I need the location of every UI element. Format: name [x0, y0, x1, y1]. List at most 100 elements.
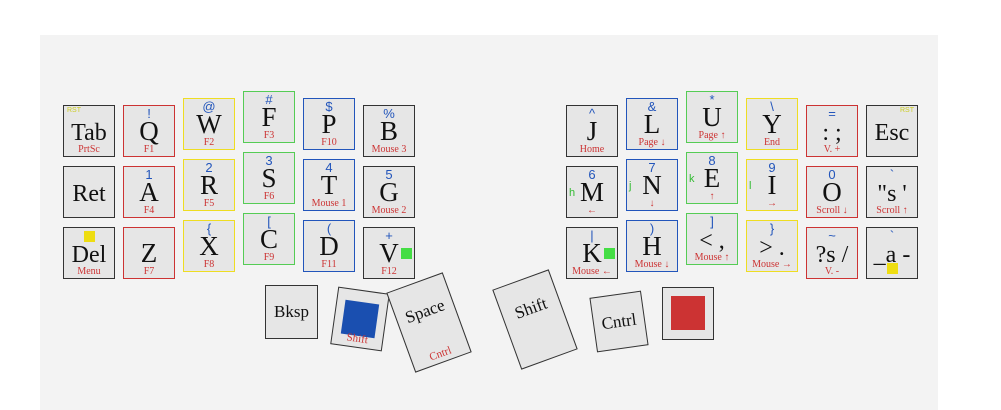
key-label: < ,: [699, 228, 725, 254]
key-layer-label: Home: [579, 144, 605, 155]
key-label: N: [642, 170, 662, 200]
key-label: Y: [762, 109, 782, 139]
key-n[interactable]: 7 N ↓ j: [626, 159, 678, 211]
key-e[interactable]: 8 E ↑ k: [686, 152, 738, 204]
key-label: : ;: [822, 120, 842, 146]
key-z[interactable]: Z F7: [123, 227, 175, 279]
layer-indicator-square: [84, 231, 95, 242]
key-shift-symbol: `: [889, 228, 895, 243]
thumb-key-label: Bksp: [274, 302, 309, 321]
key-del[interactable]: Del Menu: [63, 227, 115, 279]
key-j[interactable]: ^ J Home: [566, 105, 618, 157]
key-shift-symbol: 9: [768, 160, 776, 175]
key-o[interactable]: 0 O Scroll ↓: [806, 166, 858, 218]
key-l[interactable]: & L Page ↓: [626, 98, 678, 150]
key-tab[interactable]: Tab PrtSc RST: [63, 105, 115, 157]
key-label: X: [199, 231, 219, 261]
key-layer-label: F10: [321, 137, 337, 148]
key-y[interactable]: \ Y End: [746, 98, 798, 150]
key-a[interactable]: 1 A F4: [123, 166, 175, 218]
key-v[interactable]: + V F12: [363, 227, 415, 279]
key-layer-label: F4: [143, 205, 155, 216]
key-layer-label: →: [767, 198, 777, 209]
key-g[interactable]: 5 G Mouse 2: [363, 166, 415, 218]
key-shift-symbol: 5: [385, 167, 393, 182]
key-label: G: [379, 177, 399, 207]
key-layer-label: Mouse 3: [371, 144, 407, 155]
key-layer-label: F8: [203, 259, 215, 270]
key-shift-symbol: +: [385, 228, 393, 243]
key-layer-label: Mouse ←: [572, 266, 612, 277]
key-shift-symbol: 4: [325, 160, 333, 175]
key-label: R: [199, 170, 218, 200]
key-label: M: [579, 177, 604, 207]
key-layer-label: Mouse 2: [371, 205, 407, 216]
key-d[interactable]: (D F11: [303, 220, 355, 272]
key-shift-symbol: ]: [710, 214, 714, 229]
key-shift-symbol: [: [267, 214, 271, 229]
key-vim-label: l: [749, 180, 752, 192]
key-layer-label: End: [763, 137, 781, 148]
key-shift-symbol: &: [647, 99, 657, 114]
key-b[interactable]: % B Mouse 3: [363, 105, 415, 157]
key-w[interactable]: @ W F2: [183, 98, 235, 150]
key-label: P: [321, 109, 337, 139]
key-shift-symbol: 8: [708, 153, 716, 168]
key-slash[interactable]: ~ ?s / V. -: [806, 227, 858, 279]
key-comma[interactable]: ] < , Mouse ↑: [686, 213, 738, 265]
key-shift-symbol: ): [649, 221, 655, 236]
key-shift-symbol: 1: [145, 167, 153, 182]
key-label: > .: [759, 235, 785, 261]
key-s[interactable]: 3 S F6: [243, 152, 295, 204]
key-u[interactable]: * U Page ↑: [686, 91, 738, 143]
key-ret[interactable]: Ret: [63, 166, 115, 218]
thumb-key-label: Shift: [512, 293, 550, 323]
key-h[interactable]: ) H Mouse ↓: [626, 220, 678, 272]
key-shift-symbol: 3: [265, 153, 273, 168]
key-quote[interactable]: ` "s ' Scroll ↑: [866, 166, 918, 218]
key-layer-label: F7: [143, 266, 155, 277]
key-label: Ret: [72, 181, 106, 207]
key-semi[interactable]: =: ; V. +: [806, 105, 858, 157]
key-m[interactable]: 6 M ← h: [566, 166, 618, 218]
key-r[interactable]: 2 R F5: [183, 159, 235, 211]
thumb-key-bksp[interactable]: Bksp: [265, 285, 318, 339]
key-vim-label: k: [689, 173, 695, 185]
key-p[interactable]: $ P F10: [303, 98, 355, 150]
key-x[interactable]: {X F8: [183, 220, 235, 272]
key-t[interactable]: 4 T Mouse 1: [303, 159, 355, 211]
key-shift-symbol: 7: [648, 160, 656, 175]
key-k[interactable]: | K Mouse ←: [566, 227, 618, 279]
key-label: E: [703, 163, 721, 193]
key-label: ?s /: [815, 242, 849, 268]
key-layer-label: Page ↓: [638, 137, 666, 148]
key-layer-label: F6: [263, 191, 275, 202]
reset-label: RST: [900, 107, 914, 114]
key-label: B: [379, 116, 398, 146]
key-label: "s ': [877, 181, 907, 207]
key-period[interactable]: } > . Mouse →: [746, 220, 798, 272]
key-layer-label: Scroll ↓: [816, 205, 848, 216]
key-minus[interactable]: ` _a -: [866, 227, 918, 279]
key-layer-label: Page ↑: [698, 130, 726, 141]
key-layer-label: F1: [143, 144, 155, 155]
key-label: Del: [71, 242, 107, 268]
key-esc[interactable]: Esc RST: [866, 105, 918, 157]
key-shift-symbol: 2: [205, 160, 213, 175]
keyboard-layout-panel: [40, 35, 938, 410]
key-shift-symbol: ~: [828, 228, 836, 243]
thumb-key-cntrl[interactable]: Cntrl: [589, 290, 649, 353]
key-layer-label: V. -: [824, 266, 840, 277]
key-i[interactable]: 9 I → l: [746, 159, 798, 211]
key-shift-symbol: |: [590, 228, 594, 243]
key-f[interactable]: # F F3: [243, 91, 295, 143]
thumb-key-red[interactable]: [662, 287, 714, 340]
key-shift-symbol: %: [383, 106, 395, 121]
thumb-key-blue[interactable]: Shift: [330, 286, 390, 352]
key-label: Q: [139, 116, 159, 146]
key-layer-label: PrtSc: [78, 144, 100, 155]
key-shift-symbol: $: [325, 99, 333, 114]
key-q[interactable]: ! Q F1: [123, 105, 175, 157]
key-shift-symbol: {: [206, 221, 212, 236]
key-c[interactable]: [C F9: [243, 213, 295, 265]
